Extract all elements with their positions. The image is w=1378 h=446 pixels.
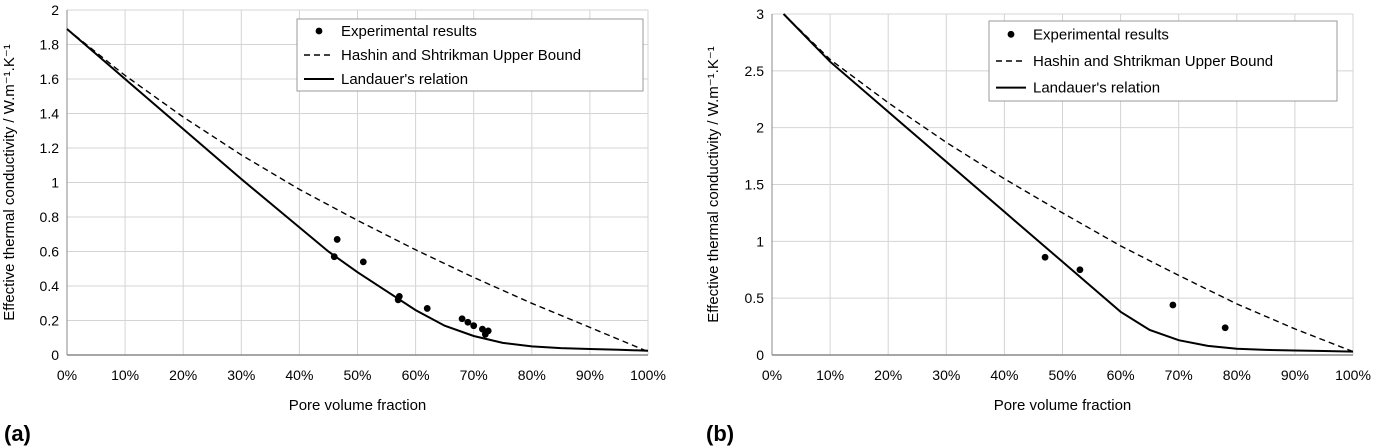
- chart-b-xtick-label: 0%: [762, 367, 782, 383]
- chart-a-xtick-label: 0%: [57, 367, 77, 383]
- chart-b-xtick-label: 20%: [874, 367, 902, 383]
- chart-b-data-point: [1169, 301, 1177, 309]
- chart-b-xtick-label: 10%: [816, 367, 844, 383]
- chart-a-xtick-label: 10%: [111, 367, 139, 383]
- chart-a-ytick-label: 1.8: [40, 37, 60, 53]
- chart-b-legend-marker: [1007, 30, 1015, 38]
- chart-a-data-point: [359, 258, 367, 266]
- chart-a-xtick-label: 20%: [169, 367, 197, 383]
- chart-a-ytick-label: 1.2: [40, 140, 60, 156]
- chart-b-xtick-label: 70%: [1165, 367, 1193, 383]
- chart-b-legend-label: Landauer's relation: [1033, 80, 1160, 97]
- chart-b-panel-label: (b): [706, 421, 734, 446]
- chart-a-data-point: [458, 315, 466, 323]
- chart-a-ytick-label: 2: [51, 2, 59, 18]
- chart-b-ytick-label: 2: [756, 120, 764, 136]
- chart-a-data-point: [484, 327, 492, 335]
- chart-a-xtick-label: 70%: [460, 367, 488, 383]
- chart-b-xlabel: Pore volume fraction: [994, 397, 1132, 414]
- chart-a-xtick-label: 90%: [576, 367, 604, 383]
- chart-b-legend-box: [988, 20, 1338, 102]
- chart-a-legend-box: [296, 18, 644, 92]
- chart-a-ytick-label: 0.8: [40, 209, 60, 225]
- chart-a-data-point: [479, 325, 486, 333]
- chart-a-legend-marker: [315, 27, 323, 35]
- chart-a-legend-label: Landauer's relation: [341, 71, 468, 88]
- chart-a-legend-label: Experimental results: [341, 23, 477, 40]
- chart-b-xtick-label: 60%: [1107, 367, 1135, 383]
- chart-b-ytick-label: 0: [756, 347, 764, 363]
- chart-a-xtick-label: 30%: [227, 367, 255, 383]
- chart-b-legend-label: Hashin and Shtrikman Upper Bound: [1033, 53, 1273, 70]
- chart-b-ytick-label: 1: [756, 233, 764, 249]
- chart-a-panel-label: (a): [4, 421, 31, 446]
- chart-a-xtick-label: 50%: [343, 367, 371, 383]
- chart-a-ytick-label: 0: [51, 347, 59, 363]
- chart-a-landauer-line: [66, 28, 649, 352]
- chart-b-xtick-label: 80%: [1223, 367, 1251, 383]
- chart-b-xtick-label: 90%: [1281, 367, 1309, 383]
- chart-b-landauer-line: [782, 13, 1354, 353]
- chart-a-data-point: [464, 318, 472, 326]
- chart-b-xtick-label: 50%: [1048, 367, 1076, 383]
- chart-a-data-point: [470, 322, 478, 330]
- chart-a-xtick-label: 100%: [630, 367, 666, 383]
- chart-b-ytick-label: 2.5: [745, 63, 765, 79]
- chart-a-ytick-label: 1: [51, 175, 59, 191]
- chart-a-data-point: [423, 305, 431, 312]
- chart-b-legend-label: Experimental results: [1033, 26, 1169, 43]
- chart-a-xlabel: Pore volume fraction: [289, 397, 427, 414]
- chart-b-ytick-label: 0.5: [745, 290, 765, 306]
- chart-b-data-point: [1221, 324, 1229, 332]
- chart-a-ytick-label: 1.6: [40, 71, 60, 87]
- chart-a-hashin-shtrikman-line: [66, 28, 649, 353]
- chart-a-xtick-label: 80%: [518, 367, 546, 383]
- chart-b-ytick-label: 1.5: [745, 177, 765, 193]
- chart-b-xtick-label: 30%: [932, 367, 960, 383]
- chart-a-xtick-label: 60%: [402, 367, 430, 383]
- chart-a-ylabel: Effective thermal conductivity / W.m⁻¹.K…: [1, 44, 18, 320]
- chart-a-ytick-label: 1.4: [40, 106, 60, 122]
- chart-b-ytick-label: 3: [756, 6, 764, 22]
- chart-a-data-point: [333, 236, 341, 243]
- chart-b-ylabel: Effective thermal conductivity / W.m⁻¹.K…: [705, 46, 722, 322]
- chart-b-xtick-label: 100%: [1335, 367, 1371, 383]
- chart-a-ytick-label: 0.4: [40, 278, 60, 294]
- chart-b-xtick-label: 40%: [990, 367, 1018, 383]
- chart-a-ytick-label: 0.2: [40, 313, 60, 329]
- chart-b-data-point: [1076, 266, 1084, 274]
- chart-a-ytick-label: 0.6: [40, 244, 60, 260]
- chart-a-legend-label: Hashin and Shtrikman Upper Bound: [341, 47, 581, 64]
- chart-a-xtick-label: 40%: [285, 367, 313, 383]
- chart-b-data-point: [1041, 253, 1049, 261]
- chart-b-hashin-shtrikman-line: [783, 13, 1354, 353]
